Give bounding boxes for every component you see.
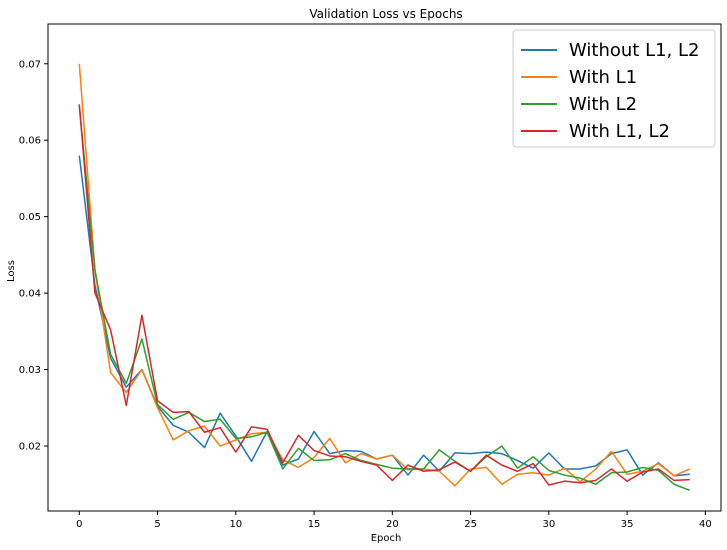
x-tick-label: 10 — [229, 519, 242, 530]
x-tick-label: 0 — [76, 519, 82, 530]
x-tick-label: 40 — [699, 519, 712, 530]
y-tick-label: 0.03 — [19, 365, 41, 376]
x-tick-label: 15 — [308, 519, 321, 530]
plot-frame — [47, 23, 722, 512]
y-tick-label: 0.06 — [19, 136, 41, 147]
legend-box — [512, 29, 716, 148]
x-tick-label: 30 — [542, 519, 555, 530]
legend-label: Without L1, L2 — [569, 40, 699, 61]
x-tick-label: 35 — [621, 519, 634, 530]
chart-title: Validation Loss vs Epochs — [309, 7, 462, 21]
y-tick-label: 0.02 — [19, 442, 41, 453]
x-axis: 0 5 10 15 20 25 30 35 40 — [76, 511, 712, 530]
legend-label: With L1 — [569, 67, 637, 88]
legend-label: With L1, L2 — [569, 121, 670, 142]
x-tick-label: 20 — [386, 519, 399, 530]
series-line-4 — [78, 104, 690, 486]
y-tick-label: 0.04 — [19, 289, 41, 300]
y-tick-label: 0.05 — [19, 212, 41, 223]
x-tick-label: 25 — [464, 519, 477, 530]
legend-label: With L2 — [569, 94, 637, 115]
x-tick-label: 5 — [154, 519, 160, 530]
y-tick-label: 0.07 — [19, 59, 41, 70]
legend: Without L1, L2 With L1 With L2 With L1, L2 — [512, 29, 716, 148]
plot-area — [47, 23, 722, 512]
series-line-1 — [78, 155, 690, 477]
y-axis: 0.02 0.03 0.04 0.05 0.06 0.07 — [19, 59, 48, 453]
y-axis-title: Loss — [6, 260, 17, 282]
series-line-3 — [78, 105, 690, 492]
series-line-2 — [78, 63, 691, 487]
x-axis-title: Epoch — [371, 533, 402, 544]
